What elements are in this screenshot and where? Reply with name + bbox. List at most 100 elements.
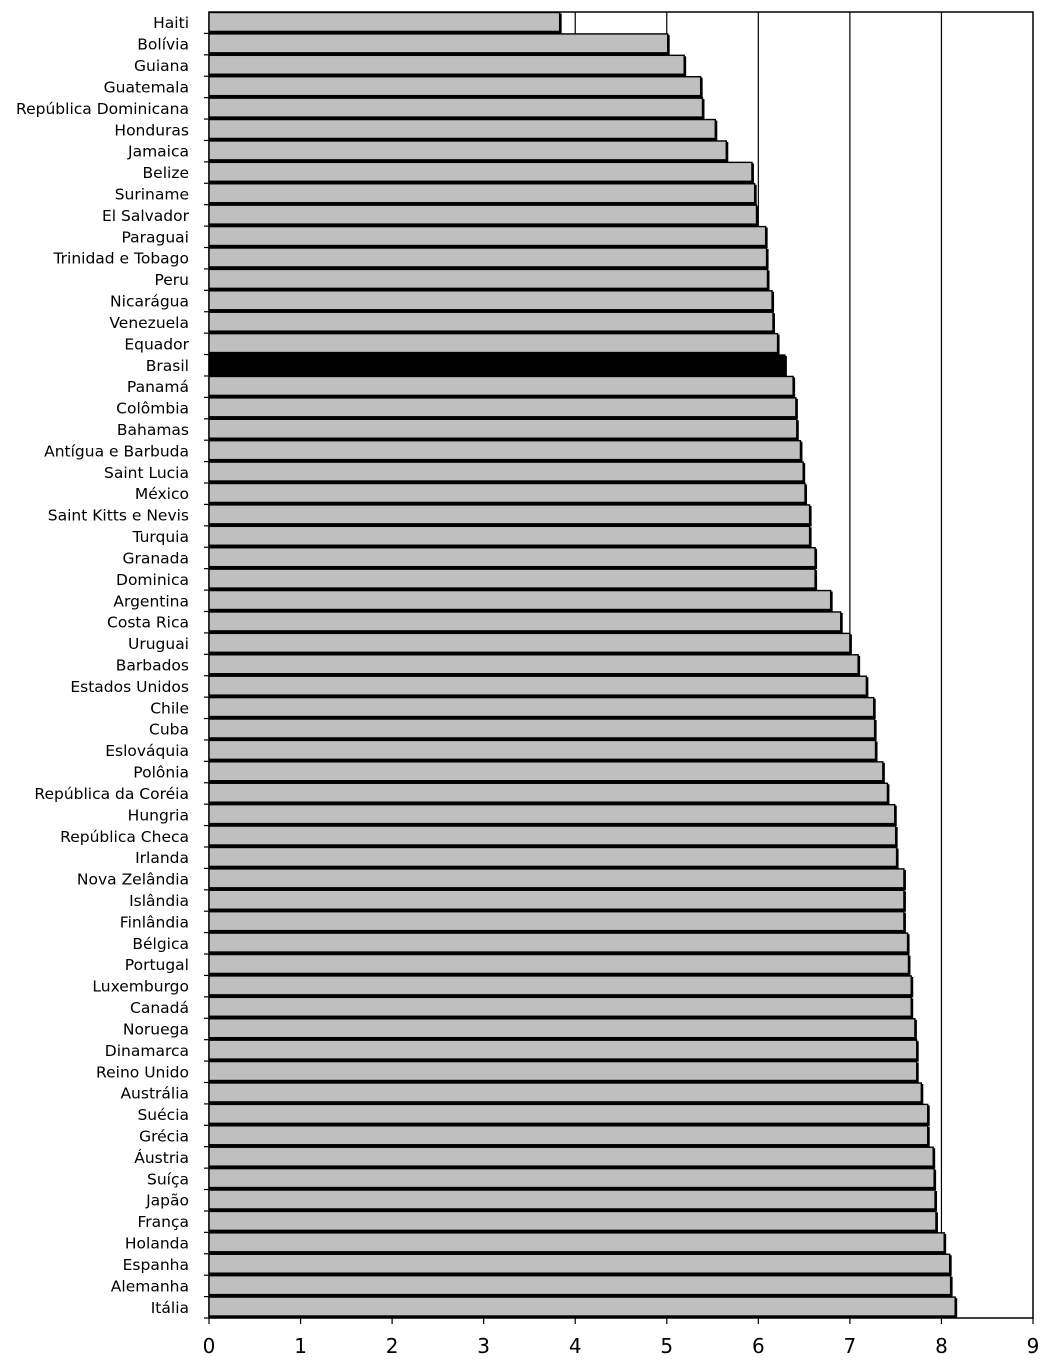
bar-venezuela	[208, 311, 774, 332]
bar-irlanda	[208, 846, 898, 868]
bar-guiana	[208, 54, 685, 75]
category-label: Bahamas	[117, 421, 189, 439]
bar-holanda	[208, 1232, 945, 1253]
category-label: Argentina	[113, 592, 189, 610]
category-label: Itália	[151, 1299, 189, 1317]
category-label: Turquia	[131, 528, 189, 546]
bar-haiti	[208, 11, 561, 33]
bar-brasil	[208, 354, 786, 375]
x-tick-label: 3	[477, 1334, 490, 1358]
category-label: Bolívia	[137, 36, 189, 54]
bar-belize	[208, 161, 753, 182]
category-label: México	[135, 485, 189, 503]
category-label: Bélgica	[132, 935, 189, 953]
category-label: Japão	[145, 1192, 189, 1210]
category-label: Eslováquia	[105, 742, 189, 760]
category-label: El Salvador	[102, 207, 190, 225]
category-label: Belize	[143, 164, 189, 182]
category-label: Canadá	[130, 999, 189, 1017]
category-label: Portugal	[125, 956, 189, 974]
bar-antígua-e-barbuda	[208, 439, 802, 461]
category-label: Honduras	[114, 121, 189, 139]
bars-group	[208, 11, 958, 1319]
bar-canadá	[208, 996, 912, 1017]
bar-turquia	[208, 525, 811, 546]
category-label: Antígua e Barbuda	[44, 442, 189, 460]
category-label: República Checa	[60, 828, 189, 846]
bar-estados-unidos	[208, 675, 868, 696]
category-label: Espanha	[123, 1256, 189, 1274]
x-tick-label: 8	[935, 1334, 948, 1358]
bar-costa-rica	[208, 611, 842, 632]
bar-suíça	[208, 1167, 935, 1189]
bar-panamá	[208, 375, 794, 397]
bar-luxemburgo	[208, 975, 912, 996]
bar-áustria	[208, 1146, 934, 1167]
category-label: República da Coréia	[34, 785, 189, 803]
category-label: Suriname	[115, 185, 189, 203]
category-label: França	[137, 1213, 189, 1231]
category-label: Guatemala	[104, 78, 189, 96]
x-tick-label: 6	[752, 1334, 765, 1358]
category-label: Panamá	[127, 378, 189, 396]
category-label: Trinidad e Tobago	[52, 250, 189, 268]
category-label: Finlândia	[120, 913, 189, 931]
x-axis: 0 1 2 3 4 5 6 7 8 9	[203, 1318, 1039, 1358]
category-label: Brasil	[146, 357, 189, 375]
bar-peru	[208, 268, 769, 290]
bar-argentina	[208, 589, 832, 611]
x-tick-label: 0	[203, 1334, 216, 1358]
bar-jamaica	[208, 140, 727, 161]
bar-finlândia	[208, 911, 905, 932]
category-label: Haiti	[153, 14, 189, 32]
bar-japão	[208, 1189, 936, 1210]
category-label: Granada	[122, 549, 189, 567]
category-label: Cuba	[149, 721, 189, 739]
category-label: Austrália	[120, 1085, 189, 1103]
bar-itália	[208, 1296, 956, 1317]
category-label: Islândia	[129, 892, 189, 910]
bar-nicarágua	[208, 290, 773, 311]
category-label: Hungria	[128, 806, 189, 824]
bar-noruega	[208, 1018, 916, 1039]
bar-honduras	[208, 118, 717, 140]
category-label: Holanda	[125, 1235, 189, 1253]
category-label: Guiana	[134, 57, 189, 75]
category-label: Dominica	[116, 571, 189, 589]
category-label: Barbados	[116, 657, 189, 675]
category-label: Noruega	[123, 1020, 189, 1038]
category-label: República Dominicana	[16, 100, 189, 118]
bar-el-salvador	[208, 204, 758, 225]
category-label: Venezuela	[109, 314, 189, 332]
bar-islândia	[208, 889, 905, 910]
category-label: Peru	[154, 271, 189, 289]
category-label: Jamaica	[127, 143, 189, 161]
bar-saint-kitts-e-nevis	[208, 504, 811, 525]
bar-dinamarca	[208, 1039, 918, 1060]
category-label: Polônia	[133, 764, 189, 782]
bar-república-checa	[208, 825, 897, 846]
bar-frança	[208, 1210, 937, 1232]
category-label: Saint Lucia	[104, 464, 189, 482]
bar-saint-lucia	[208, 461, 804, 482]
x-tick-label: 2	[386, 1334, 399, 1358]
bar-méxico	[208, 482, 806, 504]
category-label: Paraguai	[122, 228, 190, 246]
bar-portugal	[208, 953, 910, 975]
category-label: Reino Unido	[96, 1063, 189, 1081]
bar-bolívia	[208, 33, 669, 54]
bar-paraguai	[208, 225, 767, 247]
bar-trinidad-e-tobago	[208, 247, 768, 268]
x-tick-label: 7	[844, 1334, 857, 1358]
bar-cuba	[208, 718, 876, 739]
bar-alemanha	[208, 1274, 952, 1296]
bar-guatemala	[208, 76, 702, 97]
bar-bélgica	[208, 932, 909, 953]
category-label: Suíça	[147, 1170, 189, 1188]
x-tick-label: 1	[294, 1334, 307, 1358]
x-tick-label: 4	[569, 1334, 582, 1358]
bar-dominica	[208, 568, 816, 589]
bar-bahamas	[208, 418, 798, 439]
bar-polônia	[208, 761, 884, 782]
